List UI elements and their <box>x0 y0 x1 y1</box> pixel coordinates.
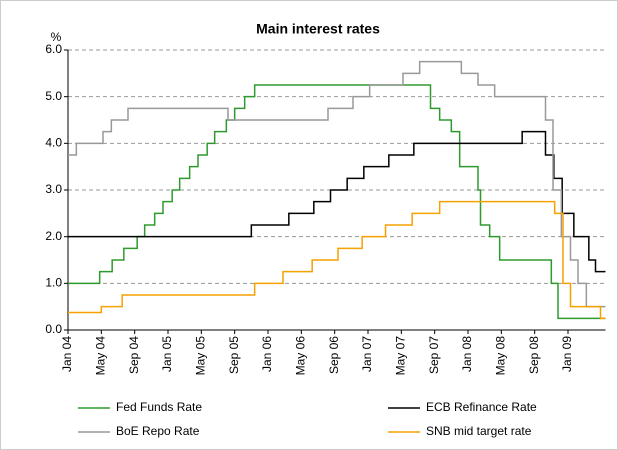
rate-line <box>68 84 606 320</box>
y-tick-label: 4.0 <box>45 136 62 150</box>
legend-label: Fed Funds Rate <box>116 400 202 414</box>
x-tick-label: Jan 09 <box>560 336 574 372</box>
y-tick-label: 5.0 <box>45 89 62 103</box>
x-tick-label: Jan 04 <box>60 336 74 372</box>
x-tick-label: Sep 06 <box>327 336 341 374</box>
chart-title: Main interest rates <box>256 21 380 37</box>
x-tick-label: Sep 07 <box>427 336 441 374</box>
x-tick-label: May 06 <box>294 336 308 376</box>
x-tick-label: May 08 <box>494 336 508 376</box>
x-tick-label: Jan 05 <box>160 336 174 372</box>
y-tick-label: 1.0 <box>45 276 62 290</box>
x-tick-label: May 07 <box>394 336 408 376</box>
legend-label: ECB Refinance Rate <box>426 400 537 414</box>
rate-line <box>68 130 606 273</box>
x-tick-label: May 05 <box>194 336 208 376</box>
legend-label: BoE Repo Rate <box>116 424 200 438</box>
x-tick-label: May 04 <box>94 336 108 376</box>
y-unit: % <box>51 30 62 44</box>
x-tick-label: Jan 08 <box>460 336 474 372</box>
x-tick-label: Sep 05 <box>227 336 241 374</box>
y-tick-label: 6.0 <box>45 42 62 56</box>
x-tick-label: Sep 04 <box>127 336 141 374</box>
y-tick-label: 0.0 <box>45 322 62 336</box>
rate-line <box>68 60 606 308</box>
y-tick-label: 2.0 <box>45 229 62 243</box>
y-tick-label: 3.0 <box>45 182 62 196</box>
x-tick-label: Sep 08 <box>527 336 541 374</box>
x-tick-label: Jan 06 <box>260 336 274 372</box>
x-tick-label: Jan 07 <box>360 336 374 372</box>
rate-line <box>68 200 606 320</box>
legend-label: SNB mid target rate <box>426 424 532 438</box>
